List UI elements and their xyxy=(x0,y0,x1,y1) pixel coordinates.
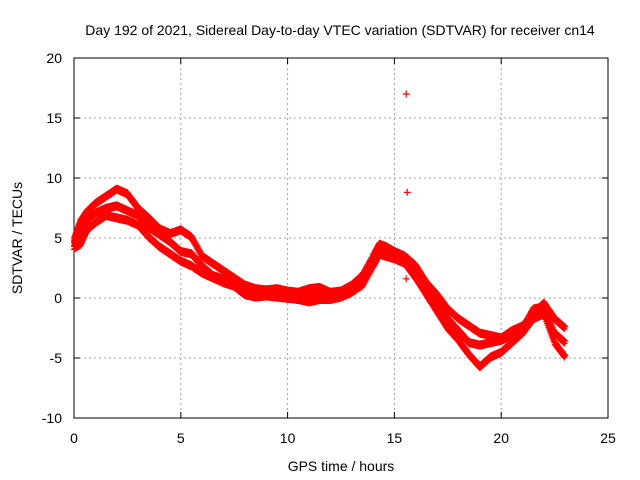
data-point xyxy=(403,188,411,196)
data-point xyxy=(562,352,569,359)
x-tick-label: 5 xyxy=(177,430,185,446)
y-tick-label: 20 xyxy=(46,50,62,66)
chart-title: Day 192 of 2021, Sidereal Day-to-day VTE… xyxy=(85,22,595,38)
x-tick-label: 15 xyxy=(387,430,403,446)
y-tick-label: -5 xyxy=(50,350,63,366)
x-tick-label: 10 xyxy=(280,430,296,446)
data-point xyxy=(562,323,569,330)
x-axis-label: GPS time / hours xyxy=(288,458,395,474)
data-point xyxy=(402,90,410,98)
y-tick-label: -10 xyxy=(42,410,62,426)
grid xyxy=(74,58,608,418)
axis-ticks: 0 5 10 15 20 25 -10 -5 0 5 10 15 20 xyxy=(42,50,616,446)
data-point xyxy=(562,338,569,345)
x-tick-label: 20 xyxy=(493,430,509,446)
y-axis-label: SDTVAR / TECUs xyxy=(9,182,25,294)
y-tick-label: 0 xyxy=(54,290,62,306)
x-tick-label: 0 xyxy=(70,430,78,446)
y-tick-label: 5 xyxy=(54,230,62,246)
x-tick-label: 25 xyxy=(600,430,616,446)
data-point xyxy=(402,275,410,283)
y-tick-label: 15 xyxy=(46,110,62,126)
y-tick-label: 10 xyxy=(46,170,62,186)
data-points xyxy=(71,90,569,372)
